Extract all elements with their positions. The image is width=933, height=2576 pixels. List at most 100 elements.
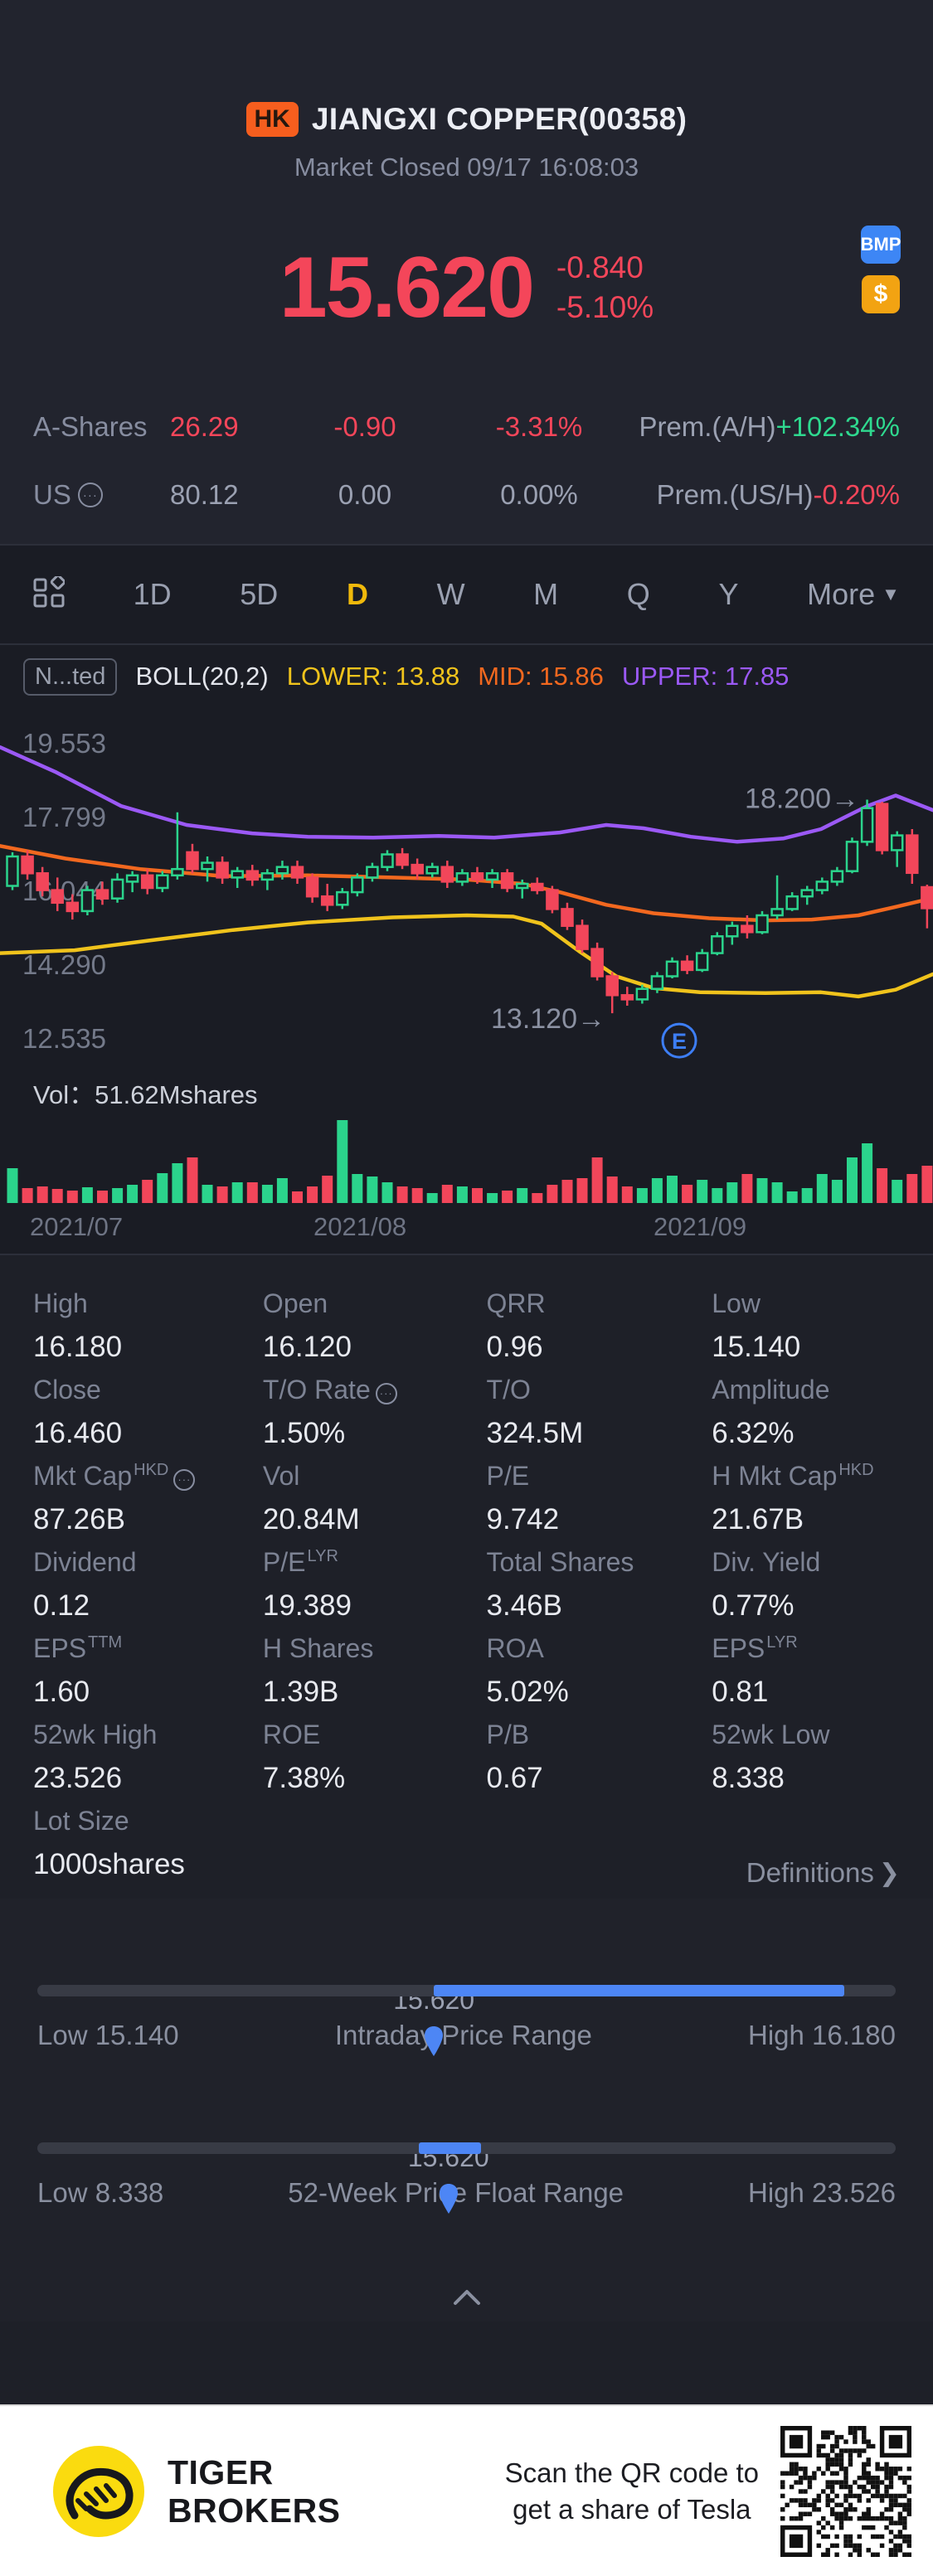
stat-label-superscript: LYR xyxy=(307,1547,338,1566)
slider-track[interactable] xyxy=(37,1985,896,1996)
stat-value: 8.338 xyxy=(712,1762,785,1794)
stat-label: Lot Size xyxy=(33,1806,129,1836)
collapse-control[interactable] xyxy=(37,2287,896,2321)
bmp-badge[interactable]: BMP xyxy=(861,226,901,264)
stat-value: 16.460 xyxy=(33,1417,123,1449)
title-row: HK JIANGXI COPPER(00358) xyxy=(0,98,933,141)
tab-5d[interactable]: 5D xyxy=(240,577,279,611)
premium-label: Prem.(US/H) xyxy=(656,479,814,510)
brand-block: TIGER BROKERS xyxy=(50,2443,341,2540)
stat-label: Close xyxy=(33,1375,101,1404)
price-change-block: -0.840 -5.10% xyxy=(556,250,654,326)
stat-cell-t-o: T/O 324.5M xyxy=(487,1375,712,1461)
stat-label: Open xyxy=(262,1288,328,1318)
stat-cell-lot-size: Lot Size 1000shares xyxy=(33,1806,185,1892)
tab-more[interactable]: More ▼ xyxy=(807,577,900,612)
x-axis-label: 2021/08 xyxy=(313,1212,407,1241)
stats-grid: High 16.180 Open 16.120 QRR 0.96 Low 15.140 Clos… xyxy=(33,1288,900,1806)
stat-cell-qrr: QRR 0.96 xyxy=(487,1288,712,1375)
slider-high-label: High 16.180 xyxy=(748,2020,896,2050)
tab-1d[interactable]: 1D xyxy=(133,577,172,611)
stat-label-superscript: HKD xyxy=(838,1461,874,1480)
brand-line2: BROKERS xyxy=(168,2491,341,2530)
svg-text:14.290: 14.290 xyxy=(22,949,106,980)
info-icon[interactable]: ··· xyxy=(375,1382,397,1404)
info-icon[interactable]: ··· xyxy=(77,483,103,507)
price-change: -0.840 xyxy=(556,250,644,284)
volume-bars-chart[interactable] xyxy=(0,1110,933,1203)
stat-value: 1.39B xyxy=(262,1676,339,1708)
listing-change: -0.90 xyxy=(333,411,396,442)
stat-value: 15.140 xyxy=(712,1331,801,1363)
stat-value: 0.12 xyxy=(33,1589,90,1622)
svg-text:17.799: 17.799 xyxy=(22,802,106,832)
stat-label: Div. Yield xyxy=(712,1547,821,1577)
stat-cell-roe: ROE 7.38% xyxy=(263,1720,487,1806)
stat-value: 23.526 xyxy=(33,1762,123,1794)
stat-label: ROA xyxy=(486,1633,544,1663)
promo-line2: get a share of Tesla xyxy=(513,2493,751,2525)
tab-y[interactable]: Y xyxy=(718,577,739,611)
stat-cell-p-e: P/E 9.742 xyxy=(487,1461,712,1547)
stat-label: T/O Rate ··· xyxy=(263,1375,487,1405)
premium-value: -0.20% xyxy=(813,479,900,510)
slider-fill xyxy=(418,2142,482,2154)
stat-label: Mkt Cap HKD··· xyxy=(33,1461,263,1492)
slider-marker-pin[interactable] xyxy=(438,2182,459,2219)
stat-label: QRR xyxy=(486,1288,546,1318)
stat-cell-p-b: P/B 0.67 xyxy=(487,1720,712,1806)
currency-badge[interactable]: $ xyxy=(862,275,900,313)
chart-layout-grid-icon[interactable] xyxy=(33,574,66,614)
stat-label: 52wk Low xyxy=(712,1720,830,1749)
stat-cell-52wk-high: 52wk High 23.526 xyxy=(33,1720,263,1806)
listing-change-pct: 0.00% xyxy=(500,479,578,510)
adjust-mode-button[interactable]: N...ted xyxy=(23,657,118,696)
definitions-link[interactable]: Definitions ❯ xyxy=(746,1857,900,1892)
premium-label: Prem.(A/H) xyxy=(639,411,776,442)
stat-label: Vol xyxy=(262,1461,300,1491)
stat-cell-h-shares: H Shares 1.39B xyxy=(263,1633,487,1720)
stat-label: Amplitude xyxy=(712,1375,830,1404)
cross-listing-list: A-Shares 26.29 -0.90 -3.31% Prem.(A/H)+102.3… xyxy=(0,408,933,514)
slider-track[interactable] xyxy=(37,2142,896,2154)
tab-q[interactable]: Q xyxy=(626,577,650,611)
indicator-bar: N...ted BOLL(20,2) LOWER: 13.88 MID: 15.… xyxy=(0,645,933,708)
price-row: 15.620 -0.840 -5.10% BMP $ xyxy=(0,226,933,343)
stat-label: T/O xyxy=(486,1375,531,1404)
stat-value: 5.02% xyxy=(486,1676,569,1708)
stat-label: P/B xyxy=(486,1720,530,1749)
stat-value: 6.32% xyxy=(712,1417,795,1449)
listing-price: 80.12 xyxy=(170,479,239,510)
candlestick-chart[interactable]: 19.55317.79916.04414.29012.53518.200→13.… xyxy=(0,708,933,1065)
cross-listing-row-a-shares[interactable]: A-Shares 26.29 -0.90 -3.31% Prem.(A/H)+102.3… xyxy=(33,408,900,446)
tab-m[interactable]: M xyxy=(533,577,559,611)
slider-labels: Low 15.140 Intraday Price Range High 16.18… xyxy=(37,2020,896,2056)
stat-cell-eps: EPS LYR 0.81 xyxy=(712,1633,900,1720)
slider-labels: Low 8.338 52-Week Price Float Range High 2… xyxy=(37,2177,896,2214)
premium-cell: Prem.(A/H)+102.34% xyxy=(634,411,900,443)
stat-label-superscript: LYR xyxy=(766,1633,798,1652)
stat-value: 87.26B xyxy=(33,1503,125,1535)
info-icon[interactable]: ··· xyxy=(173,1468,196,1491)
tab-w[interactable]: W xyxy=(436,577,465,611)
section-divider xyxy=(0,544,933,546)
week52-range-slider: 15.620 Low 8.338 52-Week Price Float Range… xyxy=(37,2142,896,2214)
tab-d[interactable]: D xyxy=(346,577,368,611)
slider-marker-pin[interactable] xyxy=(423,2025,445,2062)
indicator-name[interactable]: BOLL(20,2) xyxy=(135,662,269,691)
cross-listing-row-us[interactable]: US ··· 80.12 0.00 0.00% Prem.(US/H)-0.20% xyxy=(33,476,900,514)
qr-code[interactable] xyxy=(780,2425,911,2557)
listing-price: 26.29 xyxy=(170,411,239,442)
promo-text: Scan the QR code to get a share of Tesla xyxy=(505,2455,759,2528)
slider-title: Intraday Price Range xyxy=(334,2020,592,2050)
x-axis-label: 2021/07 xyxy=(30,1212,124,1241)
stat-label: High xyxy=(33,1288,88,1318)
stat-value: 16.120 xyxy=(262,1331,352,1363)
stat-cell-52wk-low: 52wk Low 8.338 xyxy=(712,1720,900,1806)
x-axis-dates: 2021/07 2021/08 2021/09 xyxy=(0,1207,933,1254)
svg-text:E: E xyxy=(672,1029,687,1054)
slider-high-label: High 23.526 xyxy=(748,2177,896,2208)
price-range-section: 15.620 Low 15.140 Intraday Price Range High… xyxy=(0,1899,933,2321)
stat-cell-amplitude: Amplitude 6.32% xyxy=(712,1375,900,1461)
